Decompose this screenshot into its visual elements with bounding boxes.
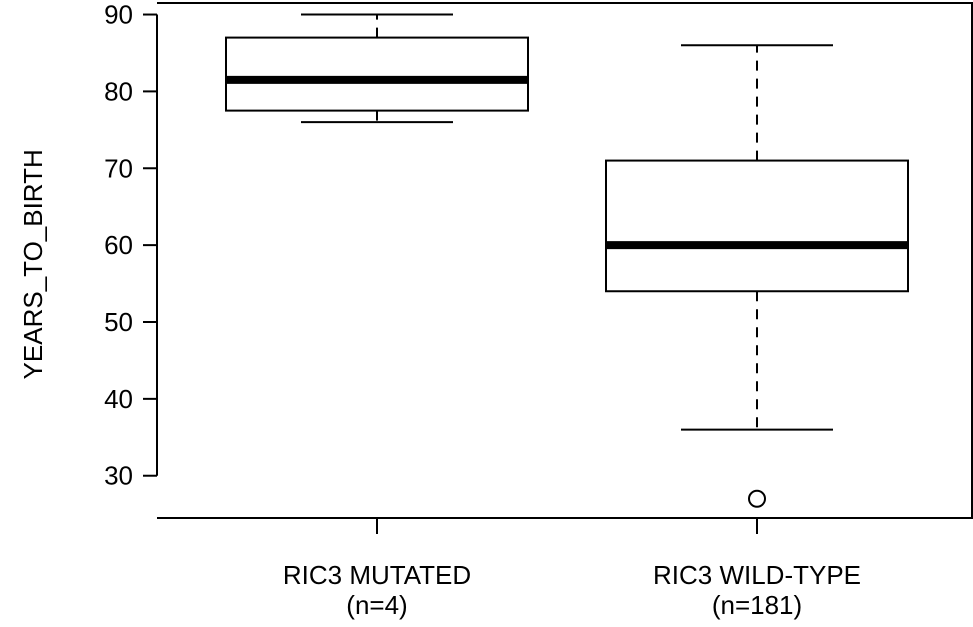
iqr-box (605, 159, 909, 293)
outlier-point (748, 489, 766, 508)
y-tick-label: 30 (104, 461, 133, 491)
box-1 (225, 13, 529, 124)
x-category-label: RIC3 WILD-TYPE (653, 560, 861, 590)
box-2 (605, 44, 909, 508)
y-tick-label: 70 (104, 153, 133, 183)
y-axis: 30 40 50 60 70 80 90 (104, 0, 158, 491)
y-axis-title: YEARS_TO_BIRTH (18, 149, 48, 379)
plot-area (157, 2, 973, 519)
y-tick-label: 50 (104, 307, 133, 337)
x-axis: RIC3 MUTATED(n=4) RIC3 WILD-TYPE(n=181) (283, 518, 861, 620)
x-category-count: (n=4) (346, 590, 407, 620)
x-category-count: (n=181) (712, 590, 802, 620)
y-tick-label: 90 (104, 0, 133, 30)
box-series (225, 13, 909, 508)
y-tick-label: 80 (104, 76, 133, 106)
y-tick-label: 40 (104, 384, 133, 414)
iqr-box (225, 36, 529, 112)
plot-border (157, 2, 973, 519)
x-category-label: RIC3 MUTATED (283, 560, 471, 590)
y-tick-label: 60 (104, 230, 133, 260)
